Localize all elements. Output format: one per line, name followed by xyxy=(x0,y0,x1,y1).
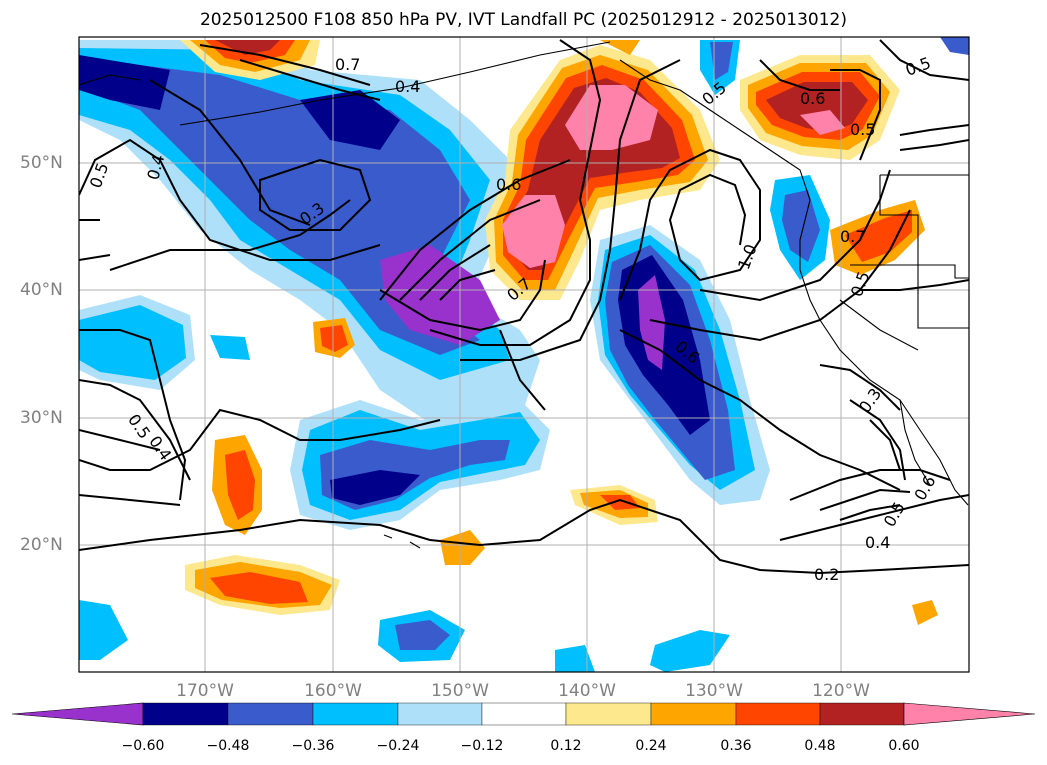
colorbar-segment xyxy=(397,702,483,726)
contour-label: 0.4 xyxy=(395,77,420,96)
pv-shading xyxy=(79,37,969,672)
lon-label: 120°W xyxy=(812,681,870,701)
map-frame xyxy=(78,36,970,673)
colorbar-tick-label: 0.36 xyxy=(720,738,752,754)
colorbar-segment xyxy=(819,702,905,726)
colorbar-segment xyxy=(650,702,737,726)
contour-label: 0.5 xyxy=(850,120,875,139)
colorbar-tick-label: −0.60 xyxy=(121,738,165,754)
contour-label: 0.6 xyxy=(800,89,825,108)
lat-label: 30°N xyxy=(20,408,63,428)
graticule xyxy=(79,37,969,672)
lon-label: 130°W xyxy=(685,681,743,701)
contour-label: 0.4 xyxy=(865,533,890,552)
ivt-contours xyxy=(79,39,969,575)
colorbar xyxy=(11,702,1036,726)
colorbar-tick-label: −0.12 xyxy=(460,738,504,754)
lat-label: 20°N xyxy=(20,535,63,555)
map-title: 2025012500 F108 850 hPa PV, IVT Landfall… xyxy=(199,10,847,30)
colorbar-segment xyxy=(142,702,229,726)
lon-label: 170°W xyxy=(176,681,234,701)
colorbar-segment xyxy=(312,702,399,726)
lon-label: 140°W xyxy=(558,681,616,701)
colorbar-segment xyxy=(227,702,314,726)
colorbar-extend-min xyxy=(11,702,144,726)
coastlines xyxy=(79,41,969,549)
colorbar-segment xyxy=(481,702,567,726)
colorbar-tick-label: 0.24 xyxy=(635,738,667,754)
lat-label: 50°N xyxy=(20,153,63,173)
contour-label: 0.7 xyxy=(335,55,360,74)
colorbar-tick-label: −0.48 xyxy=(206,738,250,754)
colorbar-tick-label: 0.12 xyxy=(550,738,582,754)
contour-label: 0.2 xyxy=(814,565,839,584)
lon-label: 160°W xyxy=(304,681,362,701)
colorbar-tick-label: −0.36 xyxy=(291,738,335,754)
colorbar-segment xyxy=(735,702,821,726)
colorbar-tick-label: 0.48 xyxy=(804,738,836,754)
colorbar-tick-label: −0.24 xyxy=(376,738,420,754)
colorbar-segment xyxy=(565,702,652,726)
lat-label: 40°N xyxy=(20,280,63,300)
colorbar-tick-label: 0.60 xyxy=(888,738,920,754)
colorbar-extend-max xyxy=(903,702,1036,726)
lon-label: 150°W xyxy=(431,681,489,701)
contour-label: 0.6 xyxy=(496,175,521,194)
contour-label: 0.7 xyxy=(840,227,865,246)
